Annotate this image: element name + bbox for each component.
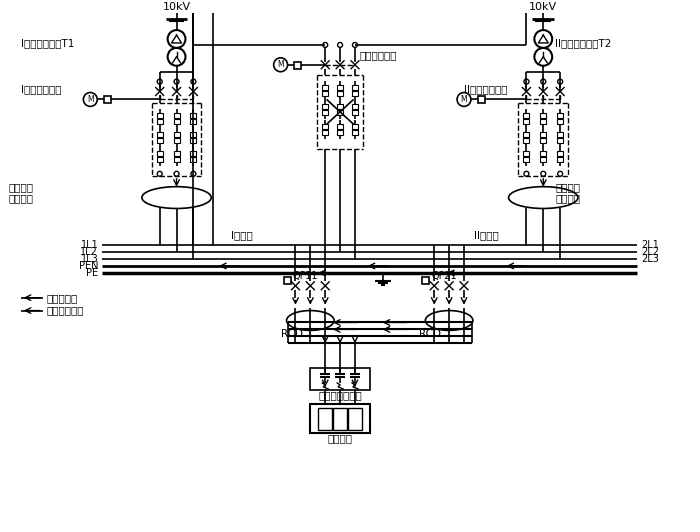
Bar <box>540 132 546 137</box>
Bar <box>190 151 197 156</box>
Bar <box>310 368 370 390</box>
Bar <box>352 104 358 110</box>
Text: II段进线断路器: II段进线断路器 <box>464 85 508 95</box>
Bar <box>557 138 563 143</box>
Text: 1L2: 1L2 <box>80 247 98 257</box>
Text: 接地故障
电流检测: 接地故障 电流检测 <box>8 182 33 203</box>
Text: 1L3: 1L3 <box>80 254 98 264</box>
Bar <box>352 110 358 115</box>
Text: M: M <box>277 60 284 69</box>
Text: 接地故障电流: 接地故障电流 <box>47 305 84 315</box>
Text: 单相接地故障点: 单相接地故障点 <box>318 390 362 400</box>
Bar <box>190 113 197 118</box>
Text: M: M <box>87 95 94 104</box>
Bar <box>190 132 197 137</box>
Bar <box>157 132 162 137</box>
Bar <box>157 138 162 143</box>
Bar <box>318 408 332 429</box>
Bar <box>322 104 328 110</box>
Bar <box>322 91 328 96</box>
Bar <box>352 85 358 90</box>
Bar <box>524 113 529 118</box>
Bar <box>104 96 111 103</box>
Text: II段母线: II段母线 <box>474 230 498 240</box>
Bar <box>190 119 197 124</box>
Bar <box>557 113 563 118</box>
Bar <box>540 157 546 162</box>
Bar <box>524 132 529 137</box>
Bar <box>337 91 343 96</box>
Bar <box>157 119 162 124</box>
Bar <box>352 124 358 129</box>
Text: 中性线电流: 中性线电流 <box>47 293 78 303</box>
Bar <box>337 110 343 115</box>
Bar <box>157 113 162 118</box>
Text: 接地故障
电流检测: 接地故障 电流检测 <box>555 182 580 203</box>
Bar <box>174 119 179 124</box>
Bar <box>333 408 347 429</box>
Bar <box>557 132 563 137</box>
Bar <box>284 277 290 284</box>
Bar <box>540 151 546 156</box>
Text: RCD: RCD <box>281 329 302 339</box>
Bar <box>557 157 563 162</box>
Text: 2L1: 2L1 <box>641 240 659 250</box>
Text: 10kV: 10kV <box>529 2 557 12</box>
Bar <box>322 85 328 90</box>
Text: PE: PE <box>86 268 98 278</box>
Text: 母联断路器。: 母联断路器。 <box>360 50 398 60</box>
Bar <box>190 138 197 143</box>
Text: QF11: QF11 <box>293 271 318 281</box>
Bar <box>174 113 179 118</box>
Text: 10kV: 10kV <box>162 2 190 12</box>
Bar <box>540 138 546 143</box>
Bar <box>540 119 546 124</box>
Bar <box>174 151 179 156</box>
Bar <box>337 124 343 129</box>
Bar <box>190 157 197 162</box>
Text: I段进线断路器: I段进线断路器 <box>21 85 62 95</box>
Bar <box>348 408 362 429</box>
Text: 2L2: 2L2 <box>641 247 659 257</box>
Text: M: M <box>461 95 468 104</box>
Bar <box>322 110 328 115</box>
Bar <box>157 157 162 162</box>
Text: QF21: QF21 <box>431 271 457 281</box>
Bar <box>157 151 162 156</box>
Text: I段电力变压器T1: I段电力变压器T1 <box>21 38 74 48</box>
Bar <box>557 119 563 124</box>
Text: 1L1: 1L1 <box>80 240 98 250</box>
Text: II段电力变压器T2: II段电力变压器T2 <box>555 38 612 48</box>
Text: I段母线: I段母线 <box>231 230 253 240</box>
Text: RCD: RCD <box>419 329 442 339</box>
Bar <box>540 113 546 118</box>
Bar <box>524 151 529 156</box>
Bar <box>478 96 485 103</box>
Bar <box>524 157 529 162</box>
Bar <box>174 157 179 162</box>
Bar <box>524 119 529 124</box>
Bar <box>310 404 370 434</box>
Bar <box>174 138 179 143</box>
Bar <box>557 151 563 156</box>
Bar <box>322 130 328 135</box>
Text: PEN: PEN <box>78 261 98 271</box>
Bar <box>524 138 529 143</box>
Text: 用电设备: 用电设备 <box>328 434 353 444</box>
Bar <box>322 124 328 129</box>
Bar <box>337 130 343 135</box>
Bar <box>352 130 358 135</box>
Text: 2L3: 2L3 <box>641 254 659 264</box>
Bar <box>352 91 358 96</box>
Bar <box>337 104 343 110</box>
Bar <box>337 85 343 90</box>
Bar <box>422 277 429 284</box>
Bar <box>295 62 302 69</box>
Bar <box>174 132 179 137</box>
